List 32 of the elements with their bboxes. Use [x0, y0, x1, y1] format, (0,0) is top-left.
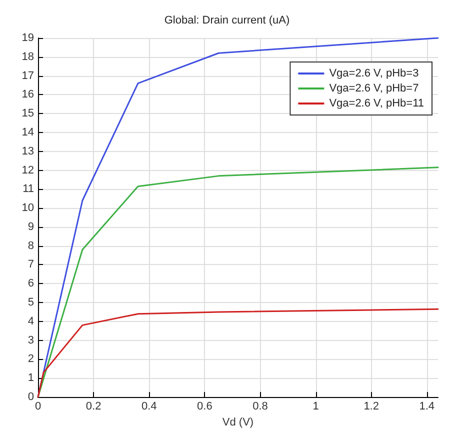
y-tick-label: 16 — [22, 88, 34, 101]
x-tick-label: 0.4 — [141, 400, 157, 412]
y-tick-label: 17 — [22, 70, 34, 82]
y-tick-label: 14 — [22, 126, 34, 138]
y-tick-label: 5 — [28, 296, 34, 309]
y-tick-label: 9 — [28, 220, 34, 233]
y-tick-label: 19 — [22, 32, 34, 44]
y-tick-label: 7 — [28, 258, 34, 271]
y-tick-label: 3 — [28, 334, 34, 346]
y-tick-label: 1 — [28, 372, 34, 384]
y-tick-label: 0 — [28, 391, 34, 403]
x-tick-label: 1.2 — [364, 400, 379, 412]
y-tick-label: 12 — [22, 164, 34, 176]
y-tick-label: 2 — [28, 353, 34, 366]
y-tick-label: 4 — [28, 315, 34, 328]
x-tick-label: 0.8 — [252, 400, 268, 412]
x-tick-label: 0.6 — [197, 400, 212, 412]
x-tick-label: 1.4 — [419, 400, 435, 412]
y-tick-label: 8 — [28, 240, 34, 252]
x-tick-label: 1 — [312, 400, 319, 412]
chart-title: Global: Drain current (uA) — [164, 14, 290, 26]
x-tick-label: 0.2 — [86, 400, 102, 412]
y-tick-label: 13 — [22, 145, 34, 158]
y-tick-label: 18 — [22, 50, 34, 63]
x-axis-title: Vd (V) — [222, 416, 254, 428]
y-tick-label: 6 — [28, 278, 34, 290]
y-tick-label: 11 — [22, 183, 34, 196]
legend-label: Vga=2.6 V, pHb=11 — [329, 98, 424, 110]
y-tick-label: 15 — [22, 108, 34, 120]
legend-label: Vga=2.6 V, pHb=7 — [329, 82, 419, 94]
legend-label: Vga=2.6 V, pHb=3 — [329, 68, 419, 80]
y-tick-label: 10 — [22, 202, 34, 214]
